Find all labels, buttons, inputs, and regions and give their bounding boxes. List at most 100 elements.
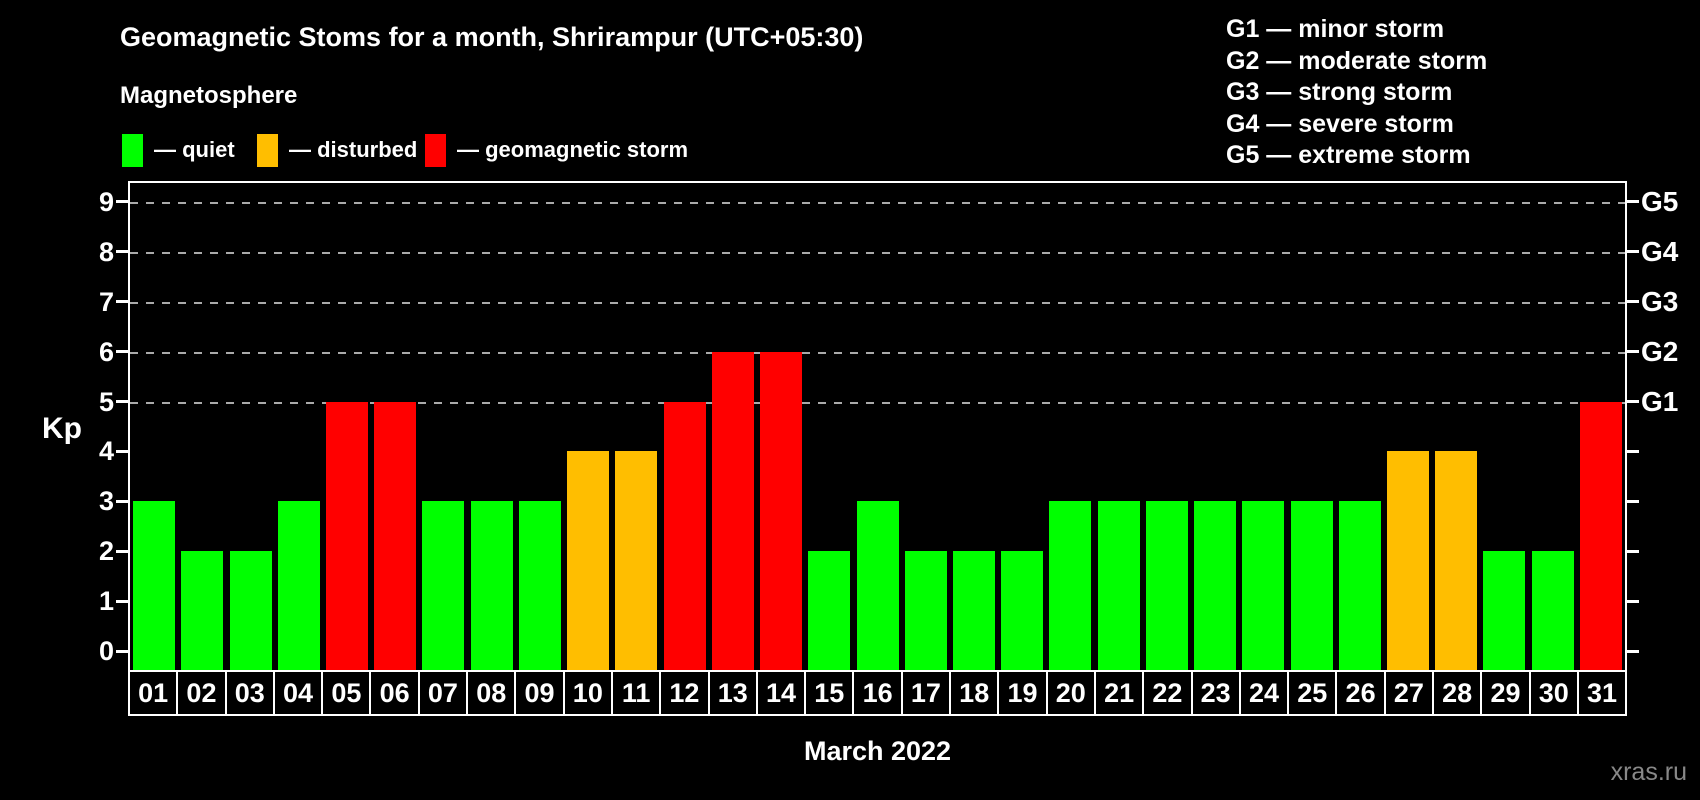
day-cell-05: 05 [323, 672, 372, 714]
right-tick-7 [1627, 300, 1639, 304]
plot-area [128, 181, 1627, 670]
right-tick-2 [1627, 549, 1639, 553]
left-tick-2 [116, 549, 128, 553]
watermark: xras.ru [1610, 758, 1687, 786]
right-tick-8 [1627, 250, 1639, 254]
day-cell-04: 04 [275, 672, 324, 714]
bar-day-27 [1386, 451, 1429, 670]
y-axis-label-9: 9 [98, 186, 114, 217]
page-title: Geomagnetic Stoms for a month, Shrirampu… [120, 22, 864, 52]
day-cell-10: 10 [565, 672, 613, 714]
x-axis-title: March 2022 [803, 736, 952, 766]
gridline-kp6 [130, 351, 1625, 354]
y-axis-label-7: 7 [98, 286, 114, 317]
bar-day-11 [615, 451, 658, 670]
day-cell-31: 31 [1587, 678, 1618, 708]
disturbed-color-swatch [257, 133, 278, 167]
left-tick-4 [116, 449, 128, 453]
day-cell-15: 15 [806, 672, 855, 714]
day-cell-28: 28 [1434, 672, 1483, 714]
day-cell-11: 11 [613, 672, 662, 714]
bar-day-22 [1145, 501, 1188, 670]
day-cell-02: 02 [178, 672, 227, 714]
bar-day-14 [760, 351, 803, 670]
bar-day-09 [518, 501, 561, 670]
y-axis-label-3: 3 [98, 486, 114, 517]
day-cell-23: 23 [1193, 672, 1241, 714]
y-axis-label-5: 5 [98, 386, 114, 417]
gridline-kp9 [130, 201, 1625, 204]
day-cell-14: 14 [758, 672, 807, 714]
bar-day-19 [1001, 551, 1044, 670]
legend-item-disturbed: — disturbed [257, 133, 417, 167]
legend-item-quiet: — quiet [122, 133, 235, 167]
y-axis-title: Kp [42, 412, 82, 445]
bar-day-05 [326, 401, 369, 670]
bar-day-24 [1242, 501, 1285, 670]
day-cell-07: 07 [420, 672, 469, 714]
left-tick-9 [116, 200, 128, 204]
bar-day-23 [1194, 501, 1237, 670]
bar-day-06 [374, 401, 417, 670]
day-cell-17: 17 [903, 672, 952, 714]
legend-item-storm: — geomagnetic storm [425, 133, 688, 167]
left-tick-1 [116, 599, 128, 603]
day-cell-20: 20 [1048, 672, 1096, 714]
bar-day-25 [1290, 501, 1333, 670]
g-legend-line: G4 — severe storm [1226, 109, 1454, 138]
day-cell-18: 18 [951, 672, 1000, 714]
bar-day-16 [856, 501, 899, 670]
right-tick-1 [1627, 599, 1639, 603]
bar-day-15 [808, 551, 851, 670]
bar-day-17 [904, 551, 947, 670]
bars-layer [130, 183, 1625, 670]
bar-day-01 [133, 501, 176, 670]
magnetosphere-heading: Magnetosphere [120, 82, 298, 109]
day-cell-08: 08 [468, 672, 517, 714]
left-tick-8 [116, 250, 128, 254]
right-axis-label-G3: G3 [1641, 285, 1679, 317]
day-cell-16: 16 [854, 672, 903, 714]
left-tick-6 [116, 350, 128, 354]
quiet-color-swatch [122, 133, 143, 167]
right-tick-5 [1627, 400, 1639, 403]
y-axis-label-0: 0 [98, 636, 114, 666]
day-cell-12: 12 [661, 672, 710, 714]
gridline-kp8 [130, 251, 1625, 254]
bar-day-12 [663, 401, 706, 670]
right-axis-label-G1: G1 [1641, 385, 1679, 417]
g-legend-line: G3 — strong storm [1226, 78, 1453, 106]
right-tick-3 [1627, 499, 1639, 503]
left-tick-3 [116, 499, 128, 503]
right-tick-6 [1627, 350, 1639, 354]
g-legend-line: G2 — moderate storm [1226, 46, 1488, 75]
bar-day-04 [277, 501, 320, 670]
day-cell-24: 24 [1241, 672, 1290, 714]
day-cell-13: 13 [710, 672, 758, 714]
legend-item-label: — disturbed [289, 137, 418, 162]
left-tick-5 [116, 400, 128, 403]
bar-day-10 [567, 451, 610, 670]
y-axis-label-1: 1 [98, 586, 114, 617]
left-tick-0 [116, 649, 128, 653]
day-cell-25: 25 [1289, 672, 1338, 714]
y-axis-label-2: 2 [98, 536, 114, 567]
legend-item-label: — geomagnetic storm [457, 137, 689, 162]
bar-day-21 [1097, 501, 1140, 670]
right-tick-0 [1627, 649, 1639, 653]
y-axis-label-8: 8 [98, 236, 114, 267]
bar-day-18 [952, 551, 995, 670]
y-axis-label-4: 4 [98, 436, 114, 467]
day-cell-01: 01 [130, 672, 179, 714]
right-axis-label-G5: G5 [1641, 185, 1679, 217]
day-cell-03: 03 [227, 672, 275, 714]
bar-day-26 [1338, 501, 1381, 670]
bar-day-02 [181, 551, 224, 670]
bar-day-29 [1483, 551, 1526, 670]
bar-day-08 [470, 501, 513, 670]
gridline-kp7 [130, 301, 1625, 304]
day-cell-22: 22 [1144, 672, 1193, 714]
bar-day-03 [229, 551, 272, 670]
right-tick-9 [1627, 200, 1639, 204]
